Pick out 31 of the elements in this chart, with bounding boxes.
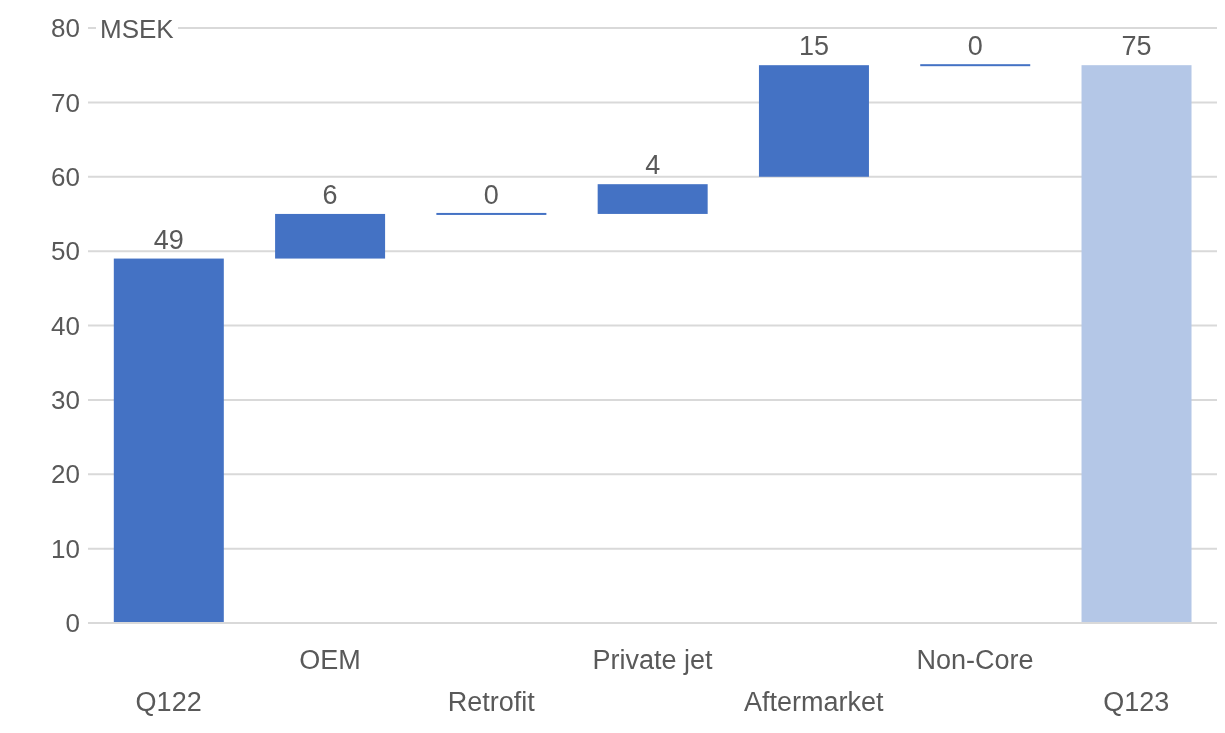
bar	[1081, 65, 1192, 623]
bar	[758, 65, 869, 177]
data-label: 0	[967, 31, 983, 62]
data-label: 15	[798, 31, 829, 62]
data-label: 6	[322, 179, 338, 210]
y-tick-label: 80	[51, 13, 80, 44]
y-tick-label: 20	[51, 459, 80, 490]
y-tick-label: 50	[51, 236, 80, 267]
y-tick-label: 0	[65, 608, 80, 639]
x-tick-label: Retrofit	[447, 687, 536, 717]
x-tick-label: Q123	[1103, 687, 1170, 717]
y-tick-label: 10	[51, 533, 80, 564]
x-tick-label: OEM	[299, 645, 361, 675]
bar	[436, 212, 547, 215]
y-tick-label: 60	[51, 161, 80, 192]
bar	[597, 184, 708, 214]
x-tick-label: Aftermarket	[744, 687, 885, 717]
x-tick-label: Non-Core	[916, 645, 1034, 675]
data-label: 75	[1121, 31, 1152, 62]
bar	[113, 258, 224, 623]
data-label: 49	[153, 224, 184, 255]
y-axis-title: MSEK	[96, 14, 178, 45]
y-tick-label: 40	[51, 310, 80, 341]
bar	[920, 64, 1031, 67]
x-tick-label: Private jet	[592, 645, 714, 675]
x-tick-label: Q122	[135, 687, 202, 717]
data-label: 0	[483, 179, 499, 210]
bar	[275, 213, 386, 259]
data-label: 4	[645, 150, 661, 181]
y-tick-label: 70	[51, 87, 80, 118]
y-tick-label: 30	[51, 385, 80, 416]
